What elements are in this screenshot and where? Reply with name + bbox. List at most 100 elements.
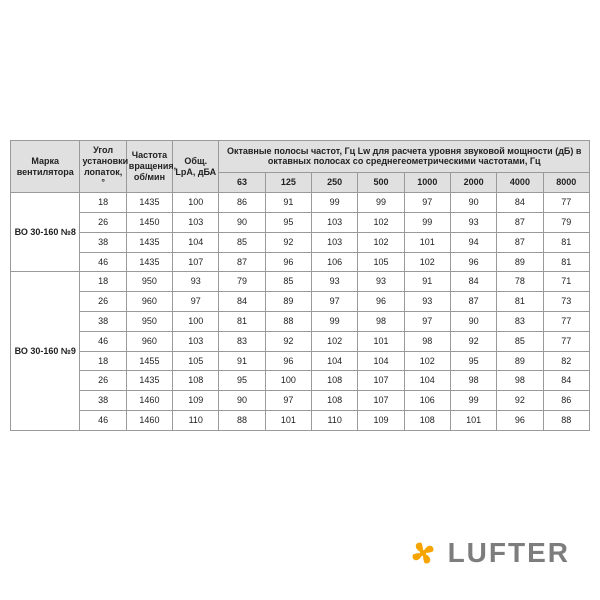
octave-cell: 107	[358, 391, 404, 411]
angle-cell: 38	[80, 311, 126, 331]
lpa-cell: 107	[173, 252, 219, 272]
lpa-cell: 100	[173, 193, 219, 213]
rpm-cell: 960	[126, 292, 172, 312]
octave-cell: 91	[219, 351, 265, 371]
octave-cell: 88	[219, 410, 265, 430]
octave-cell: 93	[450, 212, 496, 232]
table-row: 26960978489979693878173	[11, 292, 590, 312]
octave-cell: 83	[497, 311, 543, 331]
octave-cell: 89	[497, 351, 543, 371]
angle-cell: 46	[80, 410, 126, 430]
col-header-lpa: Общ. LpA, дБА	[173, 141, 219, 193]
col-header-oct: 8000	[543, 172, 589, 193]
octave-cell: 105	[358, 252, 404, 272]
octave-cell: 84	[543, 371, 589, 391]
octave-cell: 92	[497, 391, 543, 411]
octave-cell: 102	[404, 351, 450, 371]
octave-cell: 102	[358, 232, 404, 252]
octave-cell: 103	[312, 212, 358, 232]
angle-cell: 38	[80, 391, 126, 411]
table-row: 3814601099097108107106999286	[11, 391, 590, 411]
octave-cell: 79	[543, 212, 589, 232]
octave-cell: 101	[265, 410, 311, 430]
octave-cell: 106	[404, 391, 450, 411]
lpa-cell: 110	[173, 410, 219, 430]
octave-cell: 103	[312, 232, 358, 252]
octave-cell: 101	[404, 232, 450, 252]
lpa-cell: 109	[173, 391, 219, 411]
octave-cell: 78	[497, 272, 543, 292]
octave-cell: 95	[219, 371, 265, 391]
octave-cell: 81	[497, 292, 543, 312]
angle-cell: 18	[80, 193, 126, 213]
lpa-cell: 97	[173, 292, 219, 312]
octave-cell: 96	[265, 351, 311, 371]
octave-cell: 93	[358, 272, 404, 292]
col-header-angle: Угол установки лопаток, °	[80, 141, 126, 193]
col-header-oct: 4000	[497, 172, 543, 193]
octave-cell: 86	[543, 391, 589, 411]
octave-cell: 96	[497, 410, 543, 430]
octave-cell: 99	[450, 391, 496, 411]
octave-cell: 92	[265, 232, 311, 252]
table-head: Марка вентилятора Угол установки лопаток…	[11, 141, 590, 193]
octave-cell: 87	[497, 232, 543, 252]
octave-cell: 98	[404, 331, 450, 351]
acoustic-table: Марка вентилятора Угол установки лопаток…	[10, 140, 590, 431]
angle-cell: 46	[80, 331, 126, 351]
octave-cell: 97	[312, 292, 358, 312]
octave-cell: 108	[312, 391, 358, 411]
octave-cell: 85	[497, 331, 543, 351]
lpa-cell: 103	[173, 331, 219, 351]
octave-cell: 90	[219, 391, 265, 411]
octave-cell: 104	[404, 371, 450, 391]
table-body: ВО 30-160 №81814351008691999997908477261…	[11, 193, 590, 431]
octave-cell: 104	[312, 351, 358, 371]
rpm-cell: 1435	[126, 232, 172, 252]
octave-cell: 87	[450, 292, 496, 312]
octave-cell: 86	[219, 193, 265, 213]
acoustic-table-container: Марка вентилятора Угол установки лопаток…	[10, 140, 590, 431]
brand-logo: LUFTER	[406, 536, 570, 570]
table-row: ВО 30-160 №81814351008691999997908477	[11, 193, 590, 213]
octave-cell: 91	[265, 193, 311, 213]
table-row: 261450103909510310299938779	[11, 212, 590, 232]
octave-cell: 99	[312, 193, 358, 213]
col-header-model: Марка вентилятора	[11, 141, 80, 193]
octave-cell: 81	[219, 311, 265, 331]
octave-cell: 84	[450, 272, 496, 292]
table-row: 26143510895100108107104989884	[11, 371, 590, 391]
octave-cell: 96	[450, 252, 496, 272]
octave-cell: 97	[265, 391, 311, 411]
octave-cell: 84	[219, 292, 265, 312]
rpm-cell: 950	[126, 272, 172, 292]
octave-cell: 83	[219, 331, 265, 351]
octave-cell: 95	[450, 351, 496, 371]
octave-cell: 99	[312, 311, 358, 331]
angle-cell: 18	[80, 351, 126, 371]
table-row: 3814351048592103102101948781	[11, 232, 590, 252]
octave-cell: 87	[497, 212, 543, 232]
brand-name: LUFTER	[448, 537, 570, 569]
octave-cell: 88	[265, 311, 311, 331]
lpa-cell: 103	[173, 212, 219, 232]
octave-cell: 99	[404, 212, 450, 232]
octave-cell: 77	[543, 193, 589, 213]
octave-cell: 81	[543, 252, 589, 272]
rpm-cell: 1460	[126, 391, 172, 411]
octave-cell: 100	[265, 371, 311, 391]
table-row: 389501008188999897908377	[11, 311, 590, 331]
fan-icon	[406, 536, 440, 570]
octave-cell: 102	[404, 252, 450, 272]
octave-cell: 94	[450, 232, 496, 252]
octave-cell: 92	[265, 331, 311, 351]
table-row: 46960103839210210198928577	[11, 331, 590, 351]
octave-cell: 102	[358, 212, 404, 232]
octave-cell: 90	[450, 311, 496, 331]
octave-cell: 98	[450, 371, 496, 391]
octave-cell: 71	[543, 272, 589, 292]
octave-cell: 93	[404, 292, 450, 312]
octave-cell: 90	[450, 193, 496, 213]
col-header-oct: 2000	[450, 172, 496, 193]
angle-cell: 38	[80, 232, 126, 252]
